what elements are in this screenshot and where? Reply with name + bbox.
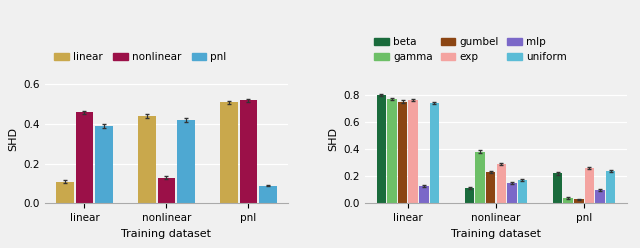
Legend: beta, gamma, gumbel, exp, mlp, uniform: beta, gamma, gumbel, exp, mlp, uniform bbox=[370, 33, 571, 67]
Bar bbox=[605, 171, 615, 203]
Y-axis label: SHD: SHD bbox=[8, 127, 18, 151]
Bar bbox=[553, 174, 563, 203]
Bar bbox=[408, 100, 418, 203]
Bar bbox=[177, 120, 195, 203]
X-axis label: Training dataset: Training dataset bbox=[451, 229, 541, 239]
Bar bbox=[563, 198, 573, 203]
Bar bbox=[259, 186, 277, 203]
Bar bbox=[387, 99, 397, 203]
Bar bbox=[465, 188, 474, 203]
Bar bbox=[56, 182, 74, 203]
X-axis label: Training dataset: Training dataset bbox=[122, 229, 211, 239]
Bar bbox=[398, 101, 408, 203]
Bar bbox=[157, 178, 175, 203]
Bar bbox=[574, 199, 584, 203]
Legend: linear, nonlinear, pnl: linear, nonlinear, pnl bbox=[50, 48, 231, 67]
Bar bbox=[476, 152, 485, 203]
Bar bbox=[419, 186, 429, 203]
Bar bbox=[220, 102, 237, 203]
Bar bbox=[377, 95, 387, 203]
Bar bbox=[497, 164, 506, 203]
Bar bbox=[595, 190, 605, 203]
Y-axis label: SHD: SHD bbox=[328, 127, 338, 151]
Bar bbox=[486, 172, 495, 203]
Bar bbox=[429, 103, 439, 203]
Bar bbox=[518, 180, 527, 203]
Bar bbox=[507, 183, 516, 203]
Bar bbox=[95, 126, 113, 203]
Bar bbox=[138, 116, 156, 203]
Bar bbox=[76, 112, 93, 203]
Bar bbox=[584, 168, 594, 203]
Bar bbox=[239, 100, 257, 203]
